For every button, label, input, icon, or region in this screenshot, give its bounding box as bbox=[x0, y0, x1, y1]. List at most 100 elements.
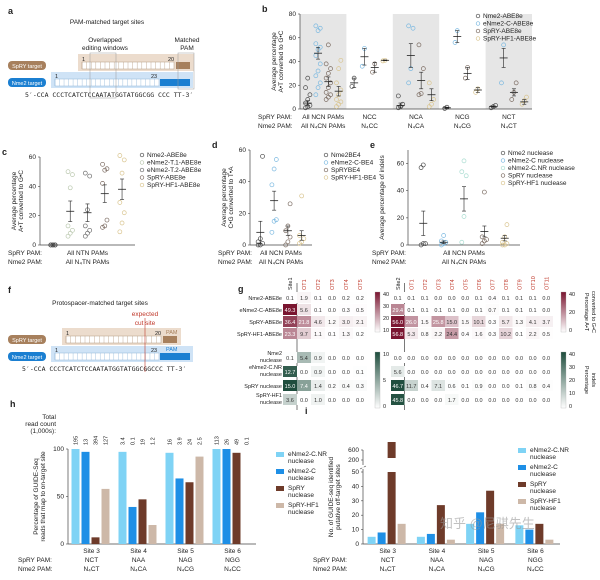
heatmap-value: 0.1 bbox=[461, 384, 469, 390]
heatmap-value: 24.4 bbox=[446, 332, 457, 338]
matched-pam-box bbox=[177, 52, 195, 90]
legend-label: nuclease bbox=[288, 475, 314, 482]
data-point bbox=[459, 239, 465, 245]
heatmap-value: 0.0 bbox=[475, 370, 483, 376]
data-point bbox=[255, 242, 261, 248]
data-point bbox=[313, 92, 319, 98]
data-point bbox=[307, 92, 313, 98]
y-tick-label: 40 bbox=[289, 59, 297, 66]
nme2-pam-tick: All N₄CN PAMs bbox=[442, 259, 487, 266]
dna-sequence: 5′-CCA CCCTCATCTCCAATATGGTATGGCGG CCC TT… bbox=[25, 91, 193, 99]
panel-letter: a bbox=[8, 6, 14, 16]
heatmap-cell bbox=[499, 380, 513, 391]
panel-letter: d bbox=[212, 140, 218, 150]
nme2-target-badge bbox=[8, 352, 46, 361]
nme2-pam-tick: All N₄CN PAMs bbox=[301, 123, 346, 130]
heatmap-cell bbox=[339, 394, 353, 405]
heatmap-value: 5.6 bbox=[300, 308, 308, 314]
bar bbox=[377, 532, 386, 544]
color-scale-bar bbox=[560, 351, 567, 409]
y-axis-label: Percentage of GUIDE-Seq bbox=[33, 458, 40, 535]
spry-pam-tick: NAG bbox=[178, 557, 192, 564]
bar bbox=[367, 536, 376, 544]
heatmap-value: 0.0 bbox=[542, 296, 550, 302]
heatmap-value: 0.9 bbox=[314, 370, 322, 376]
heatmap-cell bbox=[526, 316, 540, 327]
read-count: 26 bbox=[225, 439, 231, 445]
nme2-pam-tick: N₄CC bbox=[361, 123, 378, 130]
heatmap-cell bbox=[283, 352, 297, 363]
y-axis-label: A•T converted to G•C bbox=[18, 170, 25, 232]
heatmap-cell bbox=[339, 352, 353, 363]
heatmap-value: 1.5 bbox=[461, 320, 469, 326]
heatmap-value: 1.9 bbox=[300, 296, 308, 302]
bar bbox=[195, 456, 204, 544]
heatmap-cell bbox=[526, 328, 540, 339]
heatmap-cell bbox=[431, 316, 445, 327]
color-scale-title: Percentage A•T bbox=[583, 293, 589, 332]
heatmap-value: 0.9 bbox=[314, 356, 322, 362]
legend-label: SpRY-HF1 nuclease bbox=[508, 180, 567, 187]
heatmap-cell bbox=[458, 292, 472, 303]
overlap-label: Overlapped bbox=[88, 37, 122, 44]
category-label: Site 6 bbox=[224, 548, 241, 555]
heatmap-value: 0.7 bbox=[488, 308, 496, 314]
heatmap-cell bbox=[325, 394, 339, 405]
nme2-target-badge bbox=[8, 78, 46, 87]
heatmap-cell bbox=[311, 328, 325, 339]
legend-label: eNme2-C bbox=[530, 464, 558, 471]
legend-marker bbox=[323, 160, 329, 165]
color-scale-bar bbox=[560, 291, 567, 333]
data-point bbox=[500, 239, 505, 245]
data-point bbox=[65, 169, 71, 175]
heatmap-value: 23.3 bbox=[285, 332, 296, 338]
heatmap-value: 56.8 bbox=[392, 332, 403, 338]
data-point bbox=[395, 93, 401, 99]
heatmap-cell bbox=[353, 352, 367, 363]
data-point bbox=[117, 229, 123, 235]
heatmap-value: 0.1 bbox=[515, 384, 523, 390]
heatmap-value: 3.0 bbox=[342, 320, 350, 326]
data-point bbox=[326, 42, 331, 48]
data-point bbox=[315, 85, 321, 90]
heatmap-value: 0.0 bbox=[328, 296, 336, 302]
heatmap-cell bbox=[283, 366, 297, 377]
heatmap-cell bbox=[418, 394, 432, 405]
legend-swatch bbox=[276, 452, 284, 457]
heatmap-value: 0.0 bbox=[342, 356, 350, 362]
read-count: 3.4 bbox=[121, 437, 127, 445]
y-tick-label: 20 bbox=[397, 215, 405, 222]
heatmap-value: 0.2 bbox=[356, 332, 364, 338]
heatmap-cell bbox=[431, 380, 445, 391]
data-point bbox=[87, 227, 93, 233]
nme2-pam-tick: N₄CG bbox=[478, 566, 495, 573]
heatmap-value: 0.0 bbox=[461, 356, 469, 362]
color-scale-tick: 0 bbox=[569, 404, 572, 410]
heatmap-cell bbox=[526, 304, 540, 315]
legend-label: nuclease bbox=[288, 458, 314, 465]
legend-label: eNme2-C.NR nuclease bbox=[508, 165, 575, 172]
data-point bbox=[70, 227, 75, 233]
heatmap-value: 0.0 bbox=[342, 370, 350, 376]
heatmap-cell bbox=[311, 304, 325, 315]
spry-target-badge bbox=[8, 61, 46, 70]
heatmap-value: 0.0 bbox=[434, 296, 442, 302]
column-label: OT10 bbox=[531, 276, 537, 290]
heatmap-value: 0.1 bbox=[434, 308, 442, 314]
legend-marker bbox=[323, 152, 329, 158]
data-point bbox=[524, 94, 529, 100]
data-point bbox=[100, 161, 105, 167]
bar bbox=[222, 449, 231, 544]
heatmap-value: 0.0 bbox=[328, 370, 336, 376]
color-scale-bar bbox=[374, 351, 381, 409]
heatmap-value: 0.0 bbox=[407, 370, 415, 376]
spry-pam-tick: All NCN PAMs bbox=[443, 250, 486, 257]
heatmap-cell bbox=[339, 328, 353, 339]
heatmap-cell bbox=[472, 304, 486, 315]
legend-label: eNme2-T.2-ABE8e bbox=[147, 167, 202, 174]
data-point bbox=[269, 229, 275, 235]
heatmap-cell bbox=[499, 292, 513, 303]
nme2-pam-tick: N₄CA bbox=[408, 123, 425, 130]
column-label: Site1 bbox=[288, 277, 294, 290]
bar bbox=[436, 505, 445, 544]
